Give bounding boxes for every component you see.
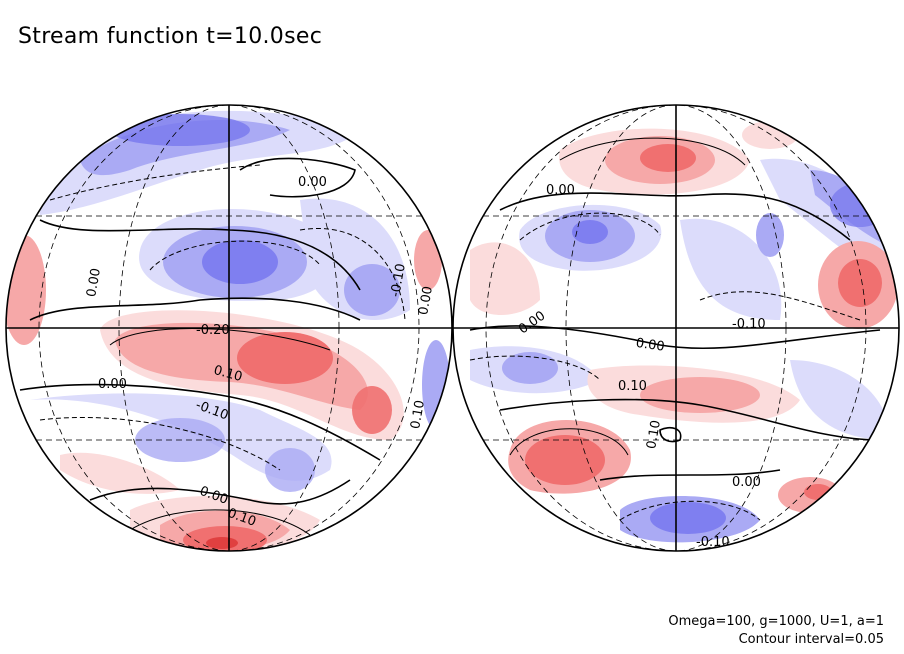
left-globe-outline bbox=[5, 104, 453, 552]
contour-label: 0.00 bbox=[84, 267, 104, 298]
parameters-text: Omega=100, g=1000, U=1, a=1 bbox=[668, 614, 884, 629]
contour-label: 0.10 bbox=[408, 399, 428, 430]
contour-label: -0.10 bbox=[388, 262, 409, 298]
contour-label: 0.10 bbox=[212, 363, 244, 385]
contour-label: 0.00 bbox=[298, 175, 327, 190]
contour-label: 0.00 bbox=[546, 183, 575, 198]
contour-label: -0.20 bbox=[196, 323, 230, 338]
contour-interval-text: Contour interval=0.05 bbox=[738, 632, 884, 647]
contour-label: -0.10 bbox=[732, 317, 766, 332]
left-globe-field bbox=[6, 105, 452, 551]
right-globe: 0.00 0.00 -0.10 0.00 0.10 0.10 0.00 -0.1… bbox=[452, 104, 900, 552]
contour-label: 0.00 bbox=[98, 377, 127, 392]
contour-label: -0.10 bbox=[696, 535, 730, 550]
contour-label: 0.10 bbox=[618, 379, 647, 394]
right-globe-outline bbox=[452, 104, 900, 552]
right-globe-field bbox=[453, 105, 899, 551]
left-globe: 0.00 0.00 -0.10 0.00 -0.20 0.10 0.00 -0.… bbox=[5, 104, 453, 552]
plot-title: Stream function t=10.0sec bbox=[18, 24, 323, 49]
contour-label: 0.00 bbox=[732, 475, 761, 490]
contour-label: 0.10 bbox=[644, 419, 664, 450]
contour-label: 0.00 bbox=[416, 285, 436, 316]
contour-label: 0.00 bbox=[635, 336, 666, 355]
